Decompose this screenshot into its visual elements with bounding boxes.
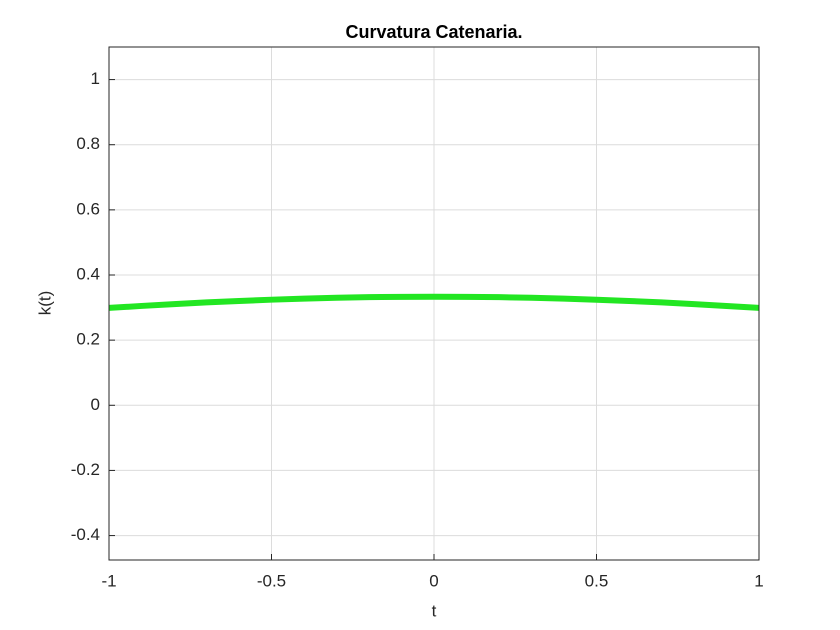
y-tick-label: 0.2 — [76, 330, 100, 349]
y-tick-label: 0 — [91, 395, 100, 414]
x-tick-label: 0.5 — [585, 571, 609, 590]
y-tick-label: -0.4 — [71, 525, 100, 544]
plot-area — [108, 293, 760, 311]
axes-frame — [108, 46, 760, 561]
x-tick-label: 0 — [429, 571, 438, 590]
y-axis-label: k(t) — [35, 291, 54, 316]
y-tick-label: -0.2 — [71, 460, 100, 479]
y-tick-label: 0.6 — [76, 199, 100, 218]
y-tick-label: 1 — [91, 69, 100, 88]
x-tick-label: 1 — [754, 571, 763, 590]
tick-labels: -1 -0.5 0 0.5 1 -0.4 -0.2 0 0.2 0.4 0.6 0.8 1 — [71, 69, 764, 590]
y-tick-label: 0.8 — [76, 134, 100, 153]
x-axis-label: t — [432, 601, 437, 620]
data-line — [108, 293, 760, 311]
y-tick-label: 0.4 — [76, 264, 100, 283]
x-tick-label: -1 — [101, 571, 116, 590]
chart-title: Curvatura Catenaria. — [345, 22, 522, 42]
x-tick-label: -0.5 — [257, 571, 286, 590]
